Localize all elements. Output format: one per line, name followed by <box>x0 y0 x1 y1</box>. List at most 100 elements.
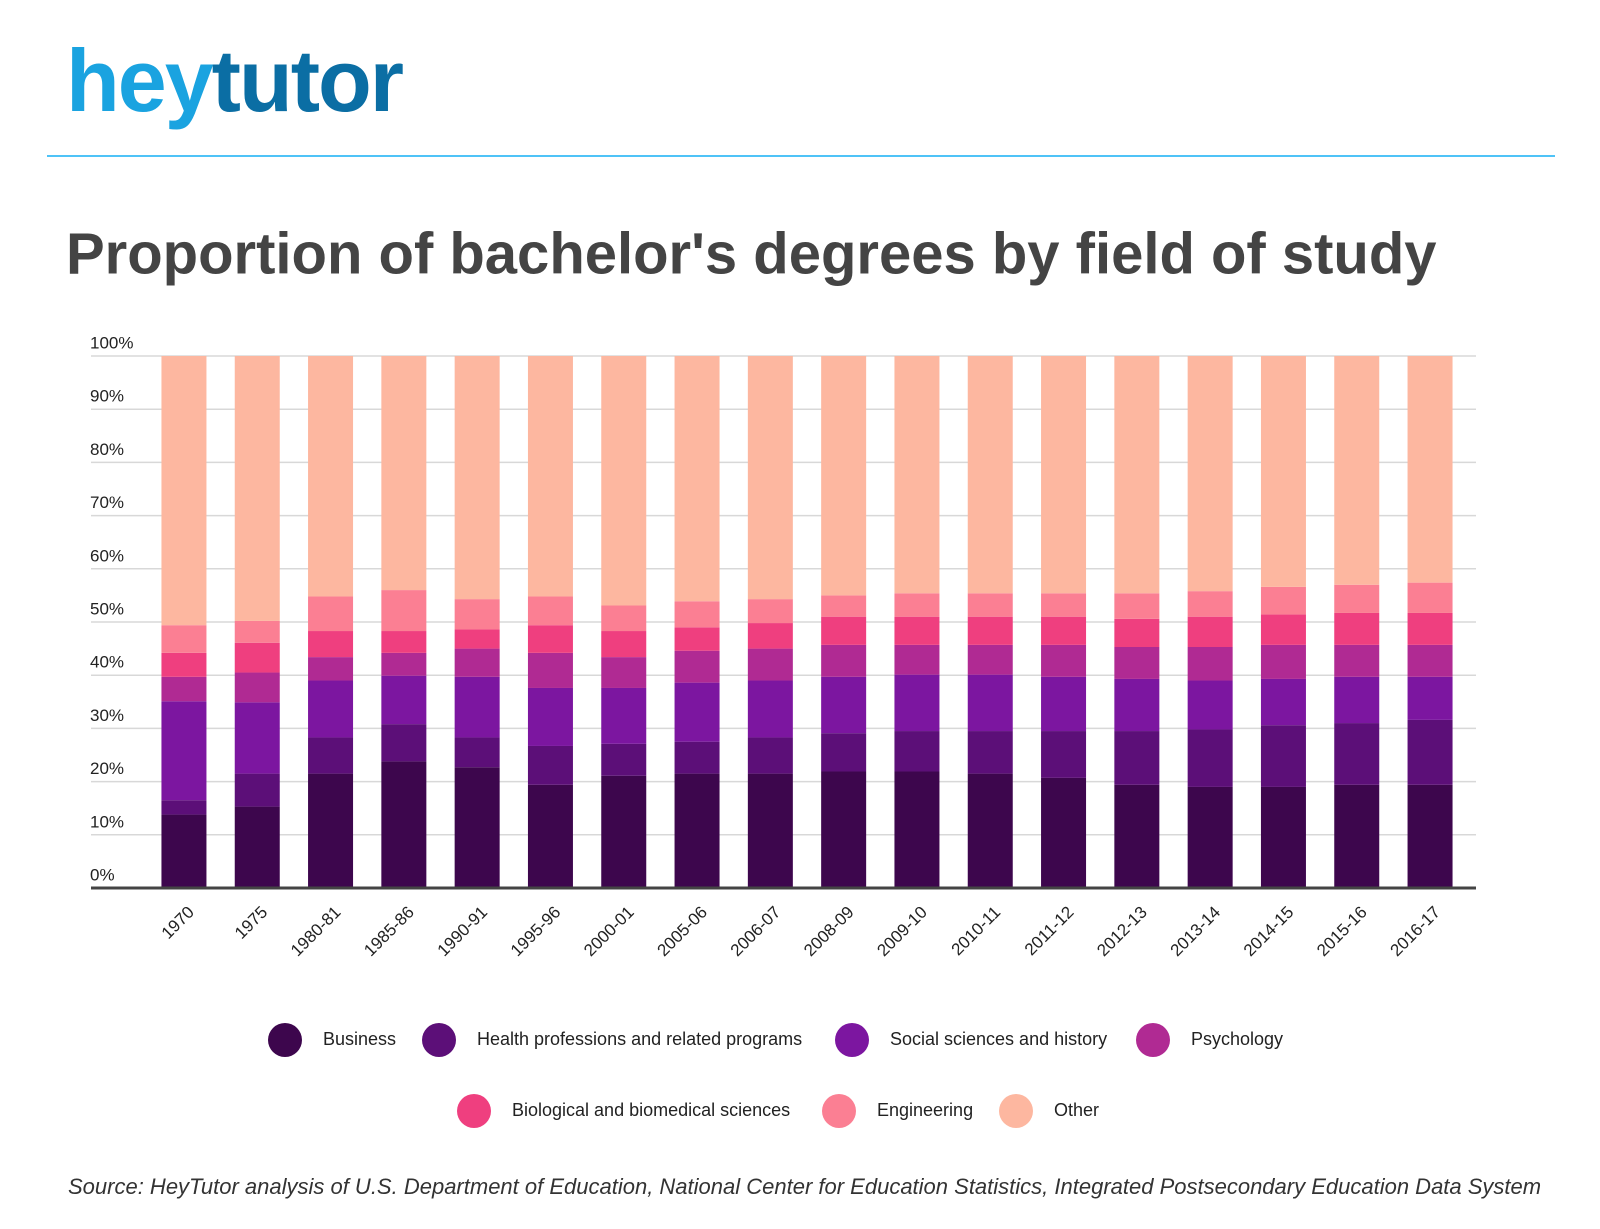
bar-segment <box>674 682 720 742</box>
legend-swatch <box>268 1023 302 1057</box>
bar-segment <box>1334 356 1380 585</box>
y-tick-label: 80% <box>90 440 124 459</box>
bar-segment <box>747 648 793 681</box>
bar-segment <box>161 676 207 702</box>
bar-segment <box>601 605 647 632</box>
y-tick-label: 20% <box>90 759 124 778</box>
x-tick-label: 1980-81 <box>287 903 345 961</box>
bar-segment <box>821 733 867 772</box>
bar-segment <box>161 652 207 677</box>
bar-segment <box>747 623 793 649</box>
legend-label: Engineering <box>877 1100 973 1120</box>
source-note: Source: HeyTutor analysis of U.S. Depart… <box>68 1174 1541 1199</box>
bar-segment <box>527 356 573 597</box>
bar-segment <box>381 724 427 762</box>
x-tick-label: 2005-06 <box>653 903 711 961</box>
bar-segment <box>821 356 867 596</box>
legend-label: Psychology <box>1191 1029 1283 1049</box>
x-tick-label: 2009-10 <box>873 903 931 961</box>
x-tick-label: 2010-11 <box>948 903 1005 960</box>
bar-segment <box>674 627 720 651</box>
legend-label: Biological and biomedical sciences <box>512 1100 790 1120</box>
x-tick-label: 2012-13 <box>1093 903 1151 961</box>
bar-segment <box>1187 729 1233 787</box>
bar-segment <box>601 356 647 606</box>
bar-segment <box>1260 678 1306 726</box>
bar-segment <box>821 616 867 645</box>
bar-segment <box>1187 786 1233 888</box>
x-tick-label: 1990-91 <box>434 903 492 961</box>
bar-segment <box>527 745 573 785</box>
bar-segment <box>527 652 573 688</box>
y-tick-label: 10% <box>90 812 124 831</box>
bar-segment <box>1187 680 1233 730</box>
bar-segment <box>601 657 647 688</box>
bar-segment <box>527 625 573 653</box>
bar-segment <box>381 675 427 725</box>
bar-segment <box>967 356 1013 594</box>
bar-segment <box>894 731 940 772</box>
bar-segment <box>894 593 940 617</box>
bar-segment <box>308 356 354 597</box>
bar-segment <box>967 674 1013 732</box>
bar-segment <box>967 616 1013 645</box>
bar-segment <box>308 596 354 632</box>
bar-segment <box>1114 678 1160 732</box>
bar-segment <box>234 356 280 621</box>
bar-segment <box>454 676 500 738</box>
x-tick-label: 2011-12 <box>1021 903 1078 960</box>
logo-part: hey <box>66 31 214 130</box>
bar-segment <box>381 631 427 653</box>
bar-segment <box>1407 719 1453 785</box>
legend-label: Health professions and related programs <box>477 1029 802 1049</box>
bar-segment <box>308 680 354 738</box>
y-tick-label: 90% <box>90 387 124 406</box>
bar-segment <box>1187 616 1233 648</box>
bar-segment <box>601 743 647 776</box>
bar-segment <box>234 642 280 673</box>
bar-segment <box>161 356 207 626</box>
bar-segment <box>1114 618 1160 648</box>
y-tick-label: 100% <box>90 333 133 352</box>
y-tick-label: 0% <box>90 865 115 884</box>
bar-segment <box>747 773 793 888</box>
legend-swatch <box>457 1094 491 1128</box>
legend-label: Business <box>323 1029 396 1049</box>
legend-label: Social sciences and history <box>890 1029 1107 1049</box>
bar-segment <box>1334 784 1380 888</box>
y-tick-label: 60% <box>90 546 124 565</box>
bar-segment <box>821 676 867 734</box>
bar-segment <box>1334 644 1380 677</box>
bar-segment <box>967 731 1013 774</box>
legend-swatch <box>835 1023 869 1057</box>
logo: heytutor <box>66 31 403 130</box>
legend-swatch <box>999 1094 1033 1128</box>
bar-segment <box>381 590 427 632</box>
x-tick-label: 1995-96 <box>507 903 565 961</box>
bar-segment <box>821 771 867 888</box>
bar-segment <box>1114 784 1160 888</box>
bar-segment <box>601 687 647 744</box>
bar-segment <box>747 599 793 624</box>
bar-segment <box>161 814 207 888</box>
legend-swatch <box>1136 1023 1170 1057</box>
bar-segment <box>894 674 940 732</box>
bar-segment <box>674 356 720 602</box>
bar-segment <box>1114 593 1160 619</box>
bar-segment <box>1187 356 1233 592</box>
bar-segment <box>1114 356 1160 594</box>
bar-segment <box>747 737 793 774</box>
bar-segment <box>967 593 1013 617</box>
bar-segment <box>1260 356 1306 587</box>
bar-segment <box>308 737 354 774</box>
bar-segment <box>234 806 280 888</box>
bar-segment <box>161 625 207 653</box>
bar-segment <box>381 356 427 591</box>
bar-segment <box>527 596 573 626</box>
x-tick-label: 1970 <box>158 903 198 943</box>
legend-swatch <box>822 1094 856 1128</box>
logo-part: tutor <box>212 31 403 130</box>
x-tick-label: 2006-07 <box>727 903 785 961</box>
bar-segment <box>1407 676 1453 720</box>
x-tick-label: 2000-01 <box>580 903 638 961</box>
